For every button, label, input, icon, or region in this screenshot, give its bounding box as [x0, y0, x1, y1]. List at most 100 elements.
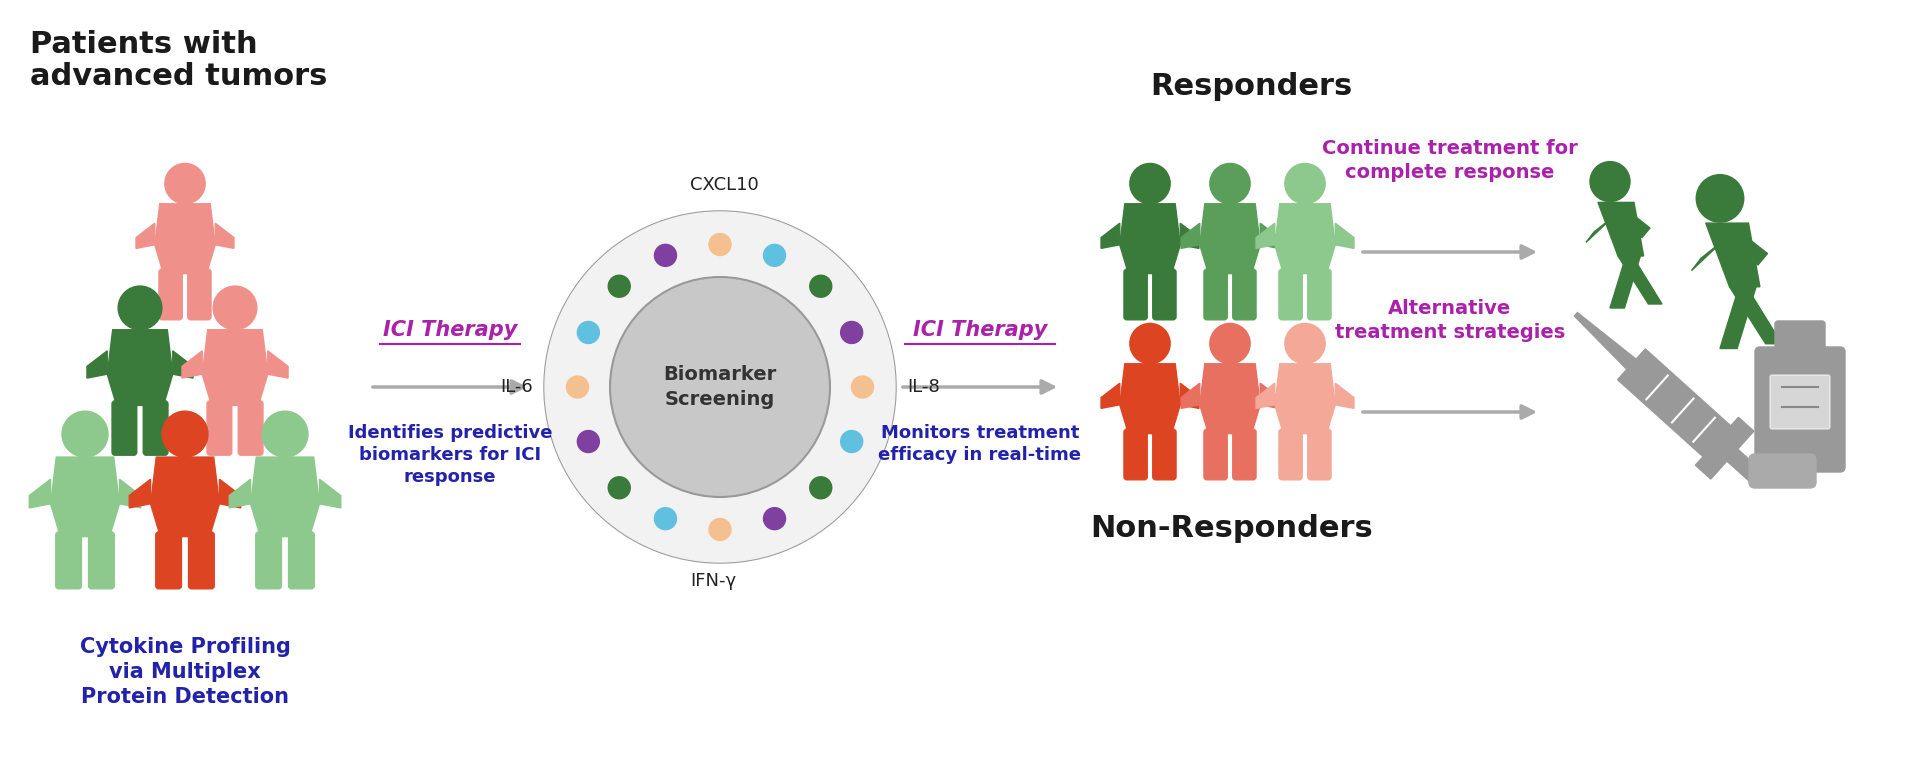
Polygon shape: [1720, 286, 1757, 348]
Text: ICI Therapy: ICI Therapy: [912, 320, 1046, 340]
FancyBboxPatch shape: [188, 269, 211, 320]
FancyBboxPatch shape: [1204, 269, 1227, 320]
Circle shape: [566, 376, 589, 398]
Circle shape: [1210, 323, 1250, 364]
Polygon shape: [1181, 223, 1198, 249]
Circle shape: [655, 508, 676, 530]
Circle shape: [810, 276, 831, 297]
Polygon shape: [1334, 383, 1354, 408]
Polygon shape: [1611, 256, 1640, 308]
Circle shape: [841, 321, 862, 344]
FancyBboxPatch shape: [1204, 429, 1227, 480]
Polygon shape: [50, 457, 119, 537]
Circle shape: [213, 286, 257, 330]
Polygon shape: [1695, 418, 1753, 479]
Circle shape: [708, 519, 732, 540]
Text: IL-8: IL-8: [906, 378, 939, 396]
Polygon shape: [1256, 223, 1275, 249]
Polygon shape: [86, 350, 108, 378]
Polygon shape: [1181, 223, 1200, 249]
Text: CXCL10: CXCL10: [689, 176, 758, 194]
Polygon shape: [1730, 286, 1782, 344]
Circle shape: [261, 411, 307, 457]
Polygon shape: [173, 350, 194, 378]
FancyBboxPatch shape: [56, 532, 81, 589]
Polygon shape: [150, 457, 219, 537]
Text: ICI Therapy: ICI Therapy: [382, 320, 516, 340]
Text: Responders: Responders: [1150, 72, 1352, 101]
FancyBboxPatch shape: [144, 401, 167, 455]
FancyBboxPatch shape: [1774, 321, 1826, 355]
FancyBboxPatch shape: [88, 532, 115, 589]
FancyBboxPatch shape: [238, 401, 263, 455]
Text: Identifies predictive
biomarkers for ICI
response: Identifies predictive biomarkers for ICI…: [348, 424, 553, 486]
FancyBboxPatch shape: [1233, 269, 1256, 320]
Polygon shape: [1615, 208, 1649, 238]
FancyBboxPatch shape: [188, 532, 215, 589]
Polygon shape: [1619, 349, 1730, 457]
Polygon shape: [1100, 223, 1119, 249]
Polygon shape: [1705, 223, 1761, 286]
Circle shape: [1695, 174, 1743, 222]
Circle shape: [611, 277, 829, 497]
Circle shape: [708, 233, 732, 256]
FancyBboxPatch shape: [1152, 269, 1177, 320]
Circle shape: [1210, 164, 1250, 204]
Polygon shape: [136, 223, 156, 249]
Polygon shape: [1119, 364, 1181, 434]
Circle shape: [1590, 161, 1630, 201]
Polygon shape: [156, 204, 215, 273]
Polygon shape: [1692, 230, 1738, 271]
FancyBboxPatch shape: [111, 401, 136, 455]
Polygon shape: [1619, 256, 1663, 304]
FancyBboxPatch shape: [1279, 269, 1302, 320]
Circle shape: [764, 245, 785, 266]
Polygon shape: [1200, 204, 1260, 273]
Circle shape: [655, 245, 676, 266]
Circle shape: [841, 431, 862, 452]
Polygon shape: [267, 350, 288, 378]
FancyBboxPatch shape: [1770, 375, 1830, 429]
FancyBboxPatch shape: [1152, 429, 1177, 480]
Polygon shape: [1100, 383, 1119, 408]
FancyBboxPatch shape: [159, 269, 182, 320]
FancyBboxPatch shape: [1123, 429, 1148, 480]
Polygon shape: [1275, 204, 1334, 273]
FancyBboxPatch shape: [288, 532, 315, 589]
FancyBboxPatch shape: [1749, 454, 1816, 488]
Polygon shape: [1275, 364, 1334, 434]
Polygon shape: [1260, 223, 1279, 249]
Polygon shape: [119, 479, 140, 508]
Circle shape: [810, 477, 831, 499]
Circle shape: [1284, 164, 1325, 204]
Polygon shape: [108, 330, 173, 405]
Circle shape: [764, 508, 785, 530]
Polygon shape: [319, 479, 340, 508]
Text: Non-Responders: Non-Responders: [1091, 514, 1373, 543]
Text: Cytokine Profiling
via Multiplex
Protein Detection: Cytokine Profiling via Multiplex Protein…: [79, 637, 290, 706]
Polygon shape: [182, 350, 202, 378]
Circle shape: [161, 411, 207, 457]
FancyBboxPatch shape: [156, 532, 180, 589]
Circle shape: [545, 212, 895, 562]
FancyBboxPatch shape: [1755, 347, 1845, 472]
Circle shape: [609, 477, 630, 499]
FancyBboxPatch shape: [1308, 269, 1331, 320]
Polygon shape: [202, 330, 267, 405]
FancyBboxPatch shape: [1233, 429, 1256, 480]
Text: IL-6: IL-6: [501, 378, 534, 396]
FancyBboxPatch shape: [207, 401, 232, 455]
FancyBboxPatch shape: [1123, 269, 1148, 320]
Polygon shape: [1724, 230, 1768, 265]
Circle shape: [119, 286, 161, 330]
Polygon shape: [1181, 383, 1198, 408]
Polygon shape: [1586, 208, 1624, 242]
Circle shape: [61, 411, 108, 457]
Text: Alternative
treatment strategies: Alternative treatment strategies: [1334, 300, 1565, 342]
Text: IFN-γ: IFN-γ: [689, 572, 735, 590]
Polygon shape: [250, 457, 319, 537]
Text: Biomarker
Screening: Biomarker Screening: [664, 365, 776, 409]
Circle shape: [851, 376, 874, 398]
FancyBboxPatch shape: [255, 532, 282, 589]
Circle shape: [578, 321, 599, 344]
